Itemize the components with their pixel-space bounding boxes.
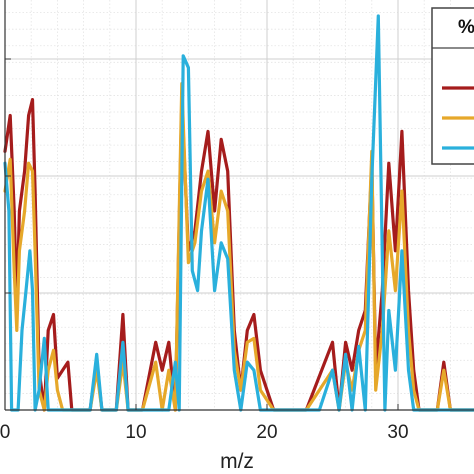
x-tick-labels: 0 10 20 30 xyxy=(0,422,409,443)
x-tick-label: 20 xyxy=(256,422,277,443)
x-tick-label: 10 xyxy=(125,422,146,443)
x-axis-label: m/z xyxy=(220,450,254,473)
legend-title: % xyxy=(458,17,474,38)
legend-items xyxy=(442,86,474,150)
series-line-3 xyxy=(3,14,474,412)
legend: % xyxy=(431,7,474,165)
axes-layer xyxy=(4,0,474,411)
x-tick-label: 0 xyxy=(0,422,10,443)
series-layer xyxy=(3,14,474,412)
legend-box xyxy=(431,7,474,165)
grid-minor xyxy=(5,0,474,410)
x-tick-label: 30 xyxy=(387,422,408,443)
